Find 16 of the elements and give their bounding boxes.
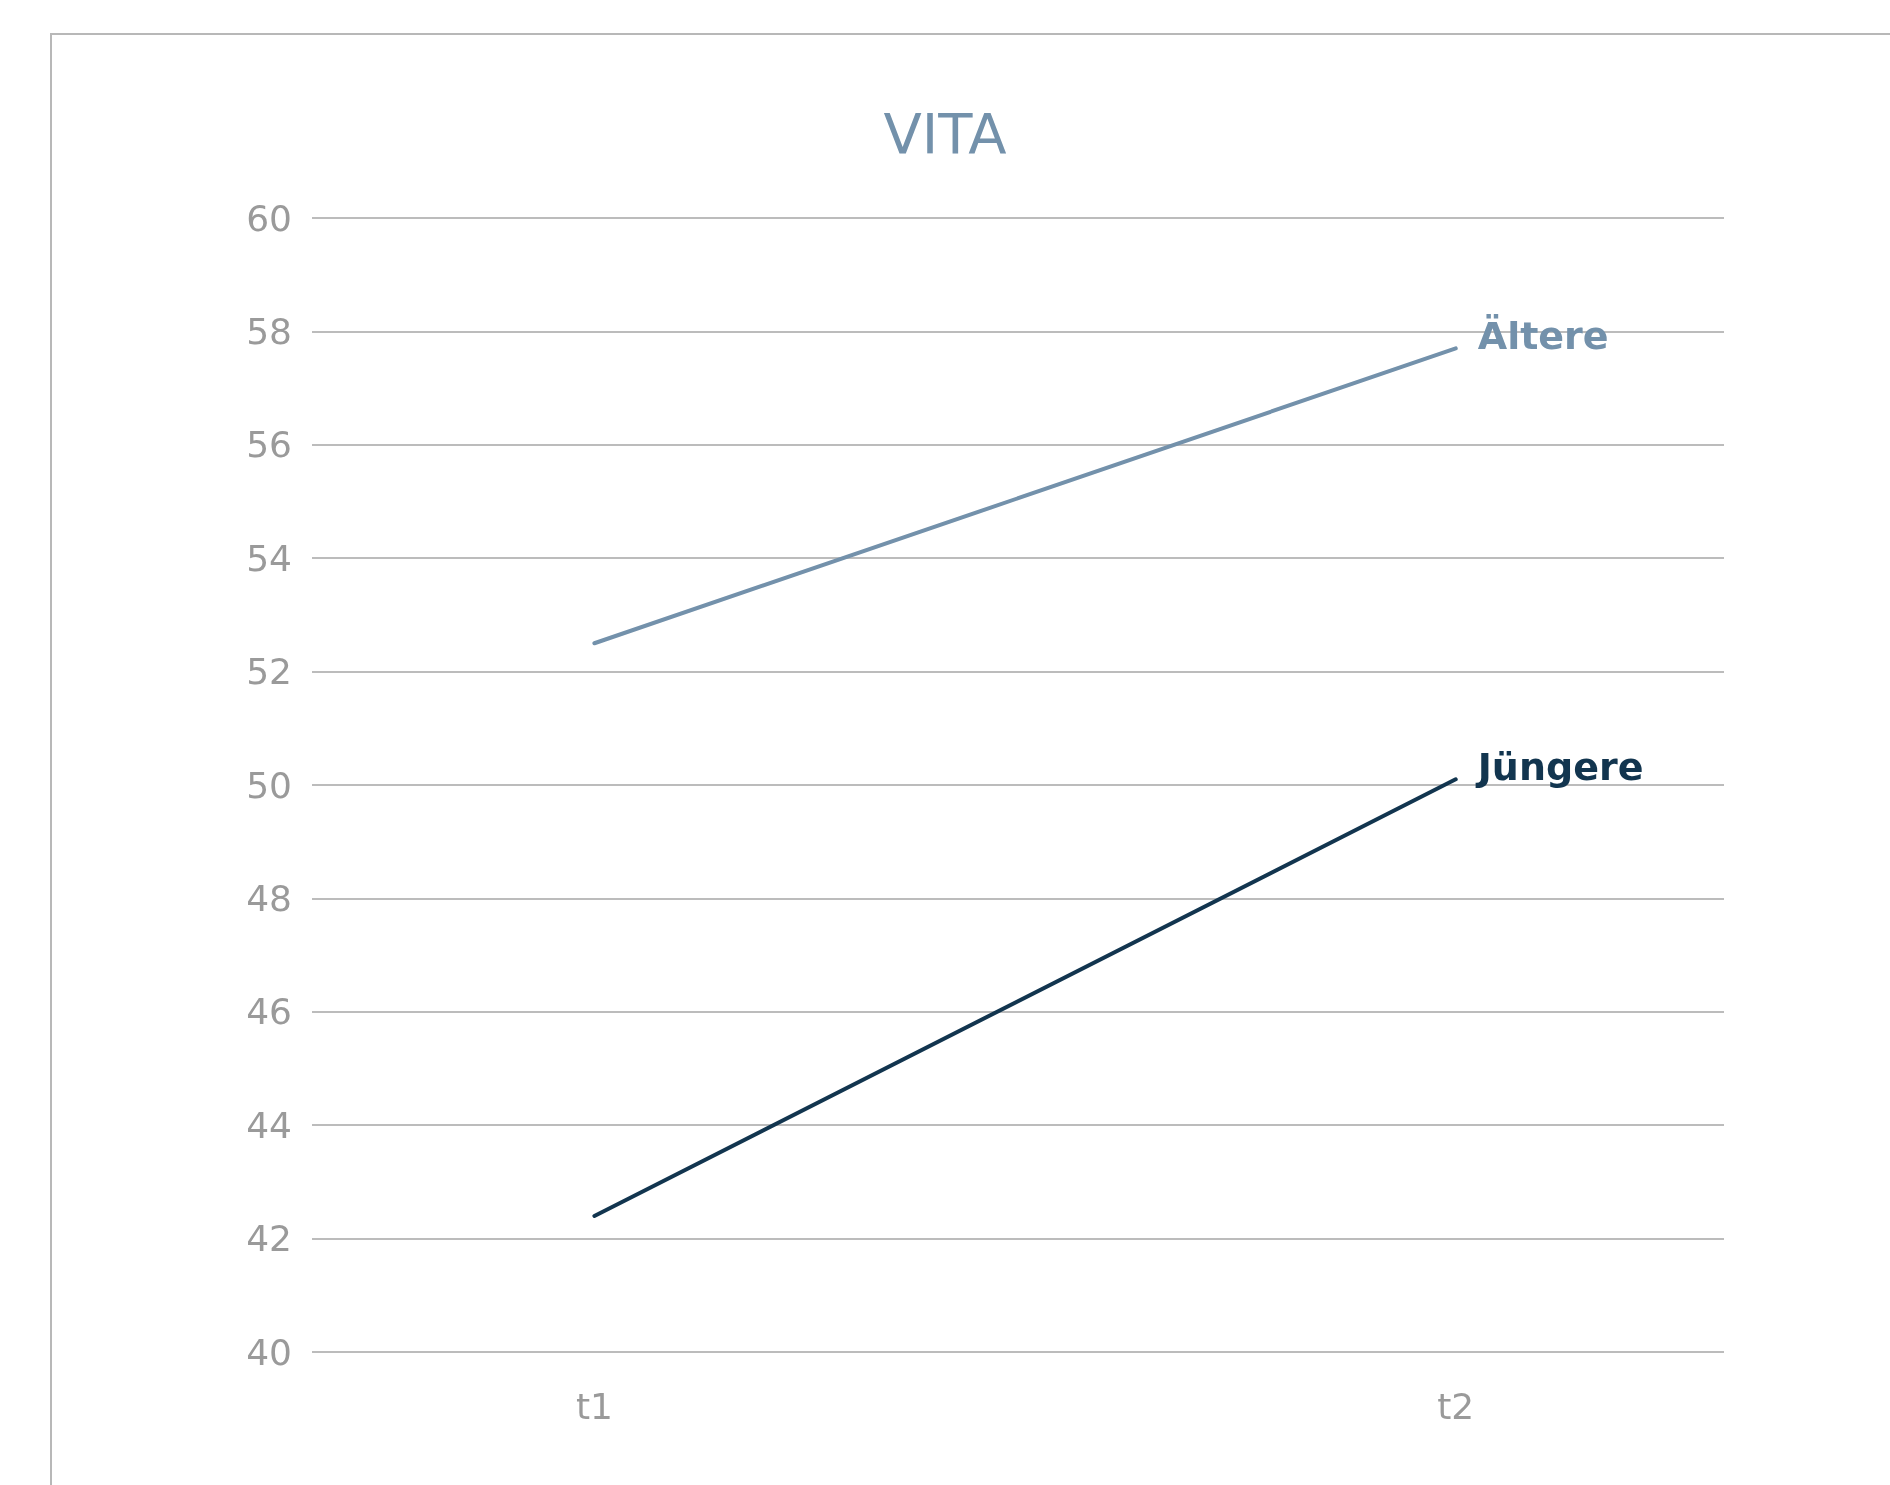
y-tick-label: 42 [246,1218,292,1260]
series-label: Jüngere [1474,745,1644,790]
x-tick-label: t1 [575,1385,613,1427]
y-tick-label: 56 [246,424,292,466]
y-tick-label: 60 [246,197,292,239]
y-tick-label: 50 [246,764,292,806]
y-tick-label: 54 [246,537,292,579]
y-tick-label: 46 [246,991,292,1033]
chart-title: VITA [883,100,1007,166]
y-tick-label: 44 [246,1104,292,1146]
x-tick-label: t2 [1437,1385,1475,1427]
y-tick-label: 40 [246,1331,292,1373]
y-tick-label: 58 [246,310,292,352]
y-tick-label: 52 [246,651,292,693]
y-tick-label: 48 [246,877,292,919]
series-label: Ältere [1477,314,1609,359]
